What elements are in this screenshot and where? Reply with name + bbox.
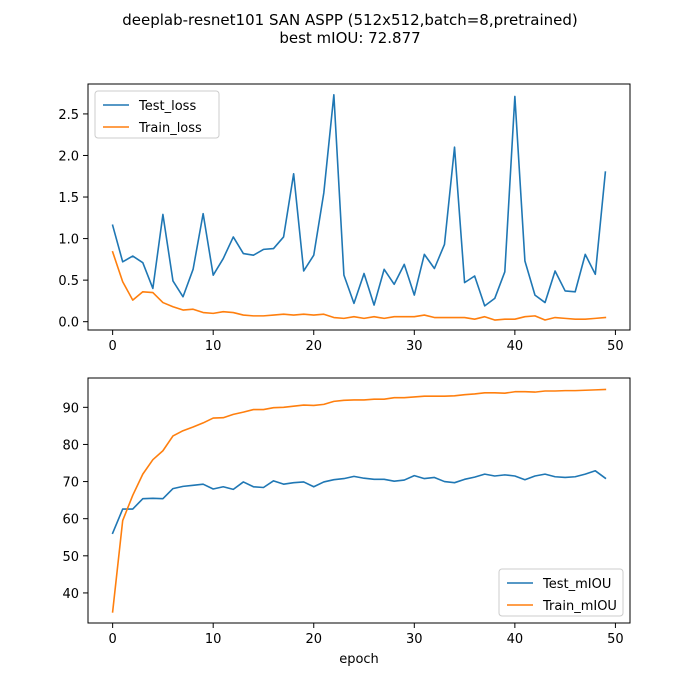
- legend: Test_mIOU Train_mIOU: [498, 568, 624, 617]
- y-tick-label: 50: [62, 550, 79, 565]
- chart-subtitle: best mIOU: 72.877: [279, 29, 420, 47]
- legend: Test_loss Train_loss: [94, 90, 220, 139]
- y-tick-label: 80: [62, 438, 79, 453]
- y-tick-label: 90: [62, 401, 79, 416]
- loss-subplot: 0 10 20 30 40 50 0.0 0.5 1.0 1.5 2.0 2.5 Test_loss Tr…: [58, 83, 631, 354]
- legend-label: Test_mIOU: [542, 577, 611, 592]
- miou-subplot: 0 10 20 30 40 50 40 50 60 70 80 90 epoch Test_mIOU Tra…: [62, 377, 631, 667]
- axes-frame: [87, 83, 631, 331]
- series-line-test-miou: [111, 470, 607, 535]
- x-tick-label: 0: [108, 632, 116, 647]
- legend-label: Train_mIOU: [542, 599, 617, 614]
- axes-frame: [87, 377, 631, 624]
- legend-label: Train_loss: [138, 121, 202, 136]
- x-tick-label: 30: [406, 632, 423, 647]
- x-tick-label: 20: [305, 632, 322, 647]
- series-line-train-loss: [111, 250, 607, 321]
- x-axis-label: epoch: [339, 652, 379, 667]
- y-tick-label: 70: [62, 476, 79, 491]
- series-line-train-miou: [111, 388, 607, 613]
- y-tick-label: 0.5: [58, 274, 79, 289]
- y-tick-label: 2.0: [58, 149, 79, 164]
- chart-title: deeplab-resnet101 SAN ASPP (512x512,batc…: [122, 11, 577, 29]
- x-tick-label: 50: [607, 632, 624, 647]
- y-tick-label: 1.0: [58, 233, 79, 248]
- x-tick-label: 10: [205, 632, 222, 647]
- legend-label: Test_loss: [138, 99, 196, 114]
- x-tick-label: 0: [108, 339, 116, 354]
- y-tick-label: 1.5: [58, 191, 79, 206]
- x-tick-label: 30: [406, 339, 423, 354]
- y-tick-label: 60: [62, 513, 79, 528]
- y-tick-label: 40: [62, 587, 79, 602]
- x-tick-label: 10: [205, 339, 222, 354]
- y-tick-label: 2.5: [58, 108, 79, 123]
- series-line-test-loss: [111, 94, 607, 307]
- y-tick-label: 0.0: [58, 316, 79, 331]
- x-tick-label: 40: [507, 339, 524, 354]
- x-tick-label: 40: [507, 632, 524, 647]
- x-tick-label: 50: [607, 339, 624, 354]
- x-tick-label: 20: [305, 339, 322, 354]
